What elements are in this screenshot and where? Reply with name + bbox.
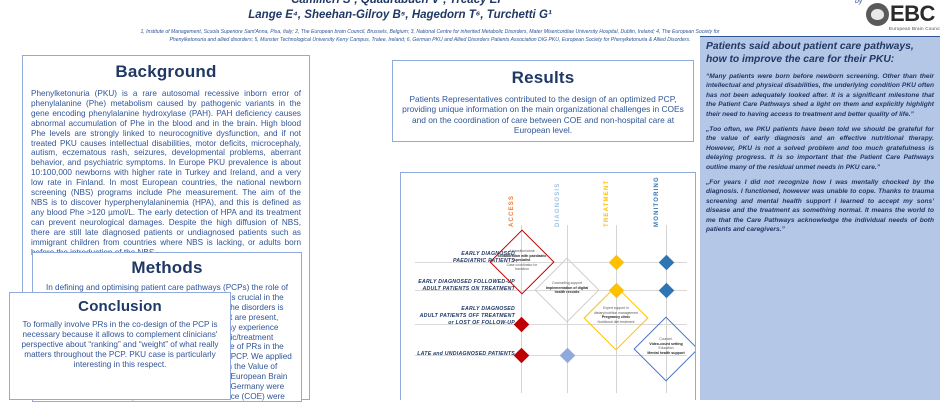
background-text: Phenylketonuria (PKU) is a rare autosoma… [31,89,301,257]
authors-line-1: Camilleri S¹, Quadrabuch V¹, Treacy EP³ [291,0,509,6]
diagram-column-header-diagnosis: DIAGNOSIS [555,182,561,227]
diagram-axis-monitoring [666,225,667,393]
ebc-logo: EBC European Brain Council [866,2,940,34]
ebc-wordmark: EBC [890,1,935,26]
conclusion-title: Conclusion [78,298,162,315]
diagram-column-header-monitoring: MONITORING [654,176,660,227]
diagram-row-line-3 [415,324,687,325]
diagram-node-access-row3 [513,316,530,333]
diagram-row-line-4 [415,355,687,356]
diagram-row-label-4: LATE and UNDIAGNOSED PATIENTS [417,351,515,357]
results-title: Results [511,68,575,87]
testimonial-quote-1: “Many patients were born before newborn … [706,73,934,118]
testimonial-quote-3: „For years I did not recognize how I was… [706,179,934,234]
diagram-axis-diagnosis [567,225,568,393]
results-text: Patients Representatives contributed to … [402,94,684,135]
background-title: Background [115,62,217,81]
conclusion-panel: Conclusion To formally involve PRs in th… [9,292,231,400]
diagram-row-line-2 [415,290,687,291]
diagram-node-monitoring-row2 [658,282,675,299]
poster-header: Camilleri S¹, Quadrabuch V¹, Treacy EP³ … [0,0,940,56]
diagram-column-header-treatment: TREATMENT [604,179,610,227]
brain-icon [866,3,889,26]
results-panel: Results Patients Representatives contrib… [392,60,694,142]
diagram-node-monitoring-row1 [658,254,675,271]
diagram-row-line-1 [415,262,687,263]
by-label: by [855,0,863,5]
authors-line-2: Lange E⁴, Sheehan-Gilroy B⁵, Hagedorn T⁶… [248,9,552,21]
testimonials-title: Patients said about patient care pathway… [706,41,914,65]
conclusion-text: To formally involve PRs in the co-design… [21,320,219,369]
diagram-column-header-access: ACCESS [509,194,515,227]
diagram-node-treatment-row1 [608,254,625,271]
diagram-axis-access [521,225,522,393]
diagram-row-label-2: EARLY DIAGNOSED FOLLOWED-UP ADULT PATIEN… [418,279,515,292]
diagram-node-diagnosis-row4 [559,347,576,364]
diagram-callout-monitoring [633,316,695,382]
diagram-inner: ACCESS DIAGNOSIS TREATMENT MONITORING EA… [401,173,695,400]
diagram-node-access-row4 [513,347,530,364]
ebc-subtitle: European Brain Council [889,26,940,31]
methods-title: Methods [131,258,203,277]
testimonials-column: Patients said about patient care pathway… [700,36,940,400]
testimonial-quote-2: „Too often, we PKU patients have been to… [706,126,934,171]
diagram-row-label-3: EARLY DIAGNOSED ADULT PATIENTS OFF TREAT… [419,306,515,326]
diagram-axis-treatment [616,225,617,393]
affiliations: 1, Institute of Management, Scuola Super… [140,29,720,43]
patient-care-pathway-diagram: ACCESS DIAGNOSIS TREATMENT MONITORING EA… [400,172,696,400]
diagram-row-label-1: EARLY DIAGNOSED PAEDIATRIC PATIENTS [452,251,515,264]
